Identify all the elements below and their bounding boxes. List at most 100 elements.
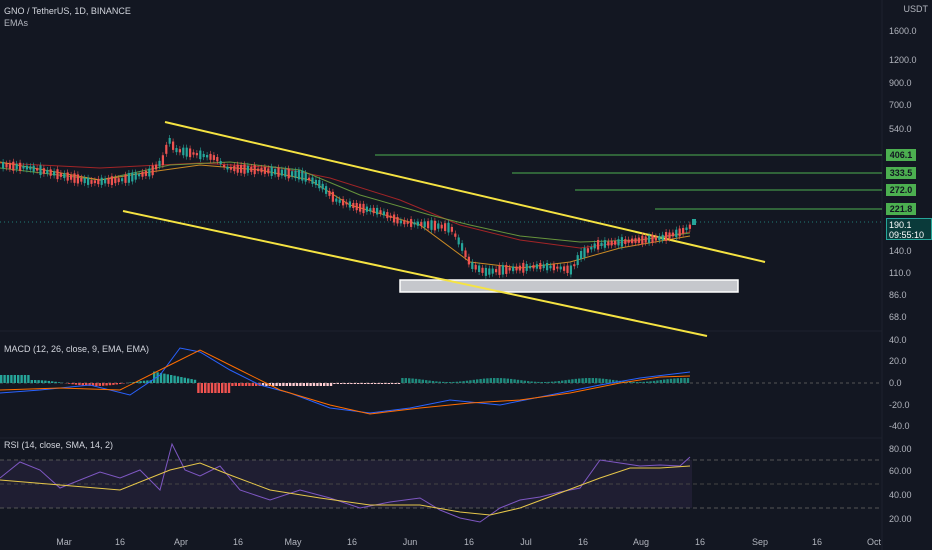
macd-bar <box>105 383 108 386</box>
time-tick: 16 <box>114 537 126 547</box>
macd-bar <box>204 383 207 393</box>
price-tick: 140.0 <box>889 246 912 256</box>
candle <box>386 212 389 219</box>
time-tick: Jul <box>520 537 532 547</box>
candle <box>549 265 552 269</box>
candle <box>671 232 674 237</box>
macd-tick: 20.0 <box>889 356 907 366</box>
macd-bar <box>163 373 166 383</box>
macd-bar <box>391 383 394 384</box>
rsi-tick: 80.00 <box>889 444 912 454</box>
candle <box>42 168 45 174</box>
macd-bar <box>333 383 336 384</box>
candle <box>226 166 229 170</box>
time-tick: 16 <box>694 537 706 547</box>
candle <box>352 202 355 209</box>
macd-bar <box>646 381 649 383</box>
candle <box>236 164 239 173</box>
macd-bar <box>397 383 401 384</box>
macd-bar <box>680 378 683 383</box>
candle <box>437 223 440 229</box>
macd-bar <box>547 381 550 383</box>
candle <box>461 243 464 251</box>
macd-bar <box>197 383 200 393</box>
candle <box>478 265 481 273</box>
level-badge-333: 333.5 <box>886 167 916 179</box>
candle <box>620 237 623 247</box>
candle <box>124 174 127 183</box>
candle <box>107 177 110 184</box>
macd-bar <box>142 380 146 383</box>
macd-bar <box>516 379 520 383</box>
candle <box>246 165 249 173</box>
macd-bar <box>346 383 350 384</box>
macd-bar <box>462 381 465 383</box>
rsi-label[interactable]: RSI (14, close, SMA, 14, 2) <box>4 440 114 450</box>
candle <box>576 255 579 266</box>
macd-bar <box>340 383 343 384</box>
symbol-title: GNO / TetherUS, 1D, BINANCE <box>4 6 131 16</box>
rsi-tick: 20.00 <box>889 514 912 524</box>
candle <box>365 206 368 212</box>
candle <box>233 165 236 172</box>
candle <box>2 161 5 169</box>
macd-bar <box>360 383 363 384</box>
macd-bar <box>78 383 81 386</box>
candle <box>202 153 205 158</box>
candle <box>338 199 341 203</box>
candle <box>542 264 545 269</box>
candle <box>420 222 423 226</box>
candle <box>607 241 610 246</box>
candle <box>29 166 32 170</box>
level-badge-272: 272.0 <box>886 184 916 196</box>
macd-bar <box>414 378 418 383</box>
candle <box>410 219 413 227</box>
candle <box>165 144 168 154</box>
macd-bar <box>27 375 30 383</box>
indicator-ema-label[interactable]: EMAs <box>4 18 29 28</box>
candle <box>87 177 90 185</box>
macd-bar <box>686 378 690 383</box>
candle <box>440 224 443 229</box>
candle <box>433 220 436 231</box>
candle <box>525 263 528 271</box>
candle <box>556 266 559 269</box>
candle <box>25 165 28 170</box>
candle <box>566 265 569 273</box>
candle <box>117 178 120 183</box>
macd-bar <box>387 383 390 384</box>
macd-bar <box>180 377 183 383</box>
macd-bar <box>244 383 248 386</box>
candle <box>403 220 406 225</box>
candle <box>46 170 49 174</box>
upper-trendline <box>164 121 766 263</box>
candle <box>423 221 426 228</box>
candle <box>59 173 62 177</box>
time-tick: Jun <box>402 537 418 547</box>
macd-bar <box>493 378 496 383</box>
macd-bar <box>319 383 322 386</box>
macd-bar <box>248 383 251 386</box>
candle <box>518 265 521 271</box>
candle <box>185 147 188 157</box>
candle <box>212 155 215 160</box>
candle <box>586 248 589 253</box>
macd-bar <box>425 380 428 383</box>
candle <box>277 167 280 177</box>
candle <box>539 262 542 270</box>
candle <box>199 150 202 160</box>
macd-bar <box>0 375 3 383</box>
macd-bar <box>363 383 367 384</box>
price-tick: 540.0 <box>889 124 912 134</box>
macd-bar <box>224 383 227 393</box>
macd-bar <box>234 383 237 386</box>
macd-bar <box>533 381 537 383</box>
macd-bar <box>499 378 503 383</box>
macd-bar <box>442 381 445 383</box>
macd-label[interactable]: MACD (12, 26, close, 9, EMA, EMA) <box>4 344 150 354</box>
macd-bar <box>408 378 411 383</box>
macd-bar <box>380 383 384 384</box>
candle <box>614 240 617 245</box>
macd-bar <box>265 383 268 386</box>
